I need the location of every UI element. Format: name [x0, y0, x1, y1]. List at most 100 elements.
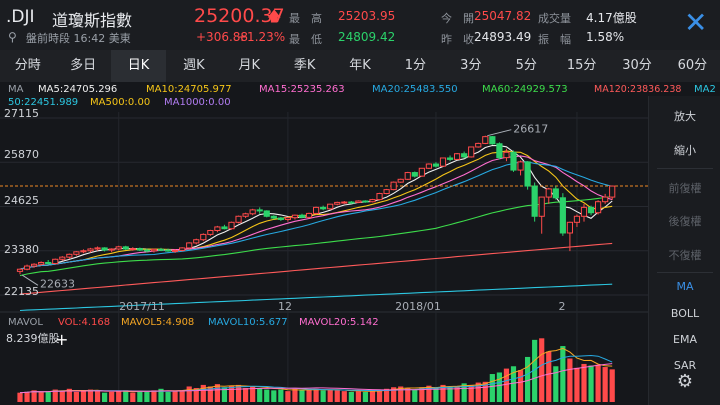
- mavol20-line: [19, 363, 613, 394]
- volume-bar: [299, 390, 305, 402]
- volume-bar: [489, 374, 495, 402]
- volume-bar: [116, 391, 122, 402]
- volume-bar: [278, 389, 284, 402]
- candle-body: [23, 265, 31, 270]
- tab-15min[interactable]: 15分: [566, 58, 597, 73]
- tab-30min[interactable]: 30分: [622, 58, 652, 73]
- side-panel: 放大 縮小 前復權 後復權 不復權 MA BOLL EMA SAR ⚙: [648, 96, 720, 405]
- volume-bar: [461, 383, 467, 402]
- session-status: 盤前時段 16:42 美東: [26, 32, 131, 45]
- volume-bar: [186, 386, 192, 402]
- candle-body: [418, 167, 425, 177]
- candle-body: [602, 196, 609, 203]
- volume-bar: [158, 388, 164, 402]
- candle-body: [517, 161, 524, 171]
- indicator-ma-button[interactable]: MA: [676, 280, 694, 293]
- ma-legend-title: MA: [8, 84, 24, 95]
- volume-bar: [581, 363, 587, 402]
- volume-bar: [433, 387, 439, 402]
- high-label: 最 高: [289, 12, 322, 25]
- forward-adjust-button[interactable]: 前復權: [668, 182, 702, 195]
- candlestick-chart[interactable]: 27115 25870 24625 23380 22135 2017/11 12 2018/0…: [0, 96, 648, 405]
- zoom-out-button[interactable]: 縮小: [674, 144, 696, 157]
- tab-daily-k[interactable]: 日K: [110, 50, 167, 82]
- candle-body: [214, 226, 221, 231]
- zoom-in-button[interactable]: 放大: [674, 110, 696, 123]
- ma60-legend: MA60:24929.573: [482, 84, 568, 95]
- volume-bar: [574, 367, 580, 402]
- volume-bar: [567, 358, 573, 402]
- volume-bar: [214, 384, 220, 402]
- volume-bar: [193, 388, 199, 402]
- search-icon[interactable]: ⚲: [8, 30, 17, 44]
- gear-icon[interactable]: ⚙: [676, 371, 694, 392]
- ma250-legend-a: MA2: [694, 84, 716, 95]
- candle-body: [552, 188, 559, 199]
- volume-max-label: 8.239億股: [6, 332, 60, 345]
- price-axis-label: 25870: [4, 148, 39, 161]
- volume-bar: [546, 351, 552, 402]
- tab-5min[interactable]: 5分: [515, 58, 537, 73]
- volume-bar: [588, 365, 594, 402]
- no-adjust-button[interactable]: 不復權: [668, 249, 702, 262]
- volume-bar: [440, 384, 446, 402]
- volume-bar: [482, 381, 488, 402]
- candle-body: [341, 201, 348, 204]
- tab-monthly-k[interactable]: 月K: [238, 58, 261, 73]
- candle-body: [242, 213, 249, 217]
- candle-body: [193, 239, 200, 244]
- mavol5-legend: MAVOL5:4.908: [121, 317, 195, 328]
- tab-multi-day[interactable]: 多日: [70, 58, 97, 73]
- crosshair-plus-icon[interactable]: +: [55, 330, 69, 349]
- candle-body: [489, 136, 496, 145]
- tab-1min[interactable]: 1分: [404, 58, 427, 73]
- close-icon[interactable]: ✕: [684, 6, 708, 39]
- candle-body: [510, 151, 517, 171]
- candle-body: [235, 215, 242, 223]
- volume-bar: [334, 390, 340, 402]
- indicator-sar-button[interactable]: SAR: [673, 359, 697, 369]
- volume-bar: [560, 346, 566, 402]
- volume-bar: [87, 389, 94, 402]
- tab-yearly-k[interactable]: 年K: [349, 58, 371, 73]
- max-marker-line: [487, 129, 512, 137]
- volume-bar: [109, 391, 115, 402]
- candle-body: [475, 142, 482, 148]
- candle-body: [327, 203, 334, 210]
- indicator-ema-button[interactable]: EMA: [673, 333, 697, 346]
- volume-bar: [52, 389, 58, 402]
- indicator-boll-button[interactable]: BOLL: [670, 307, 700, 320]
- tab-intraday[interactable]: 分時: [14, 58, 41, 73]
- candle-body: [157, 248, 165, 251]
- vol-legend-title: MAVOL: [8, 317, 43, 328]
- volume-bar: [496, 372, 502, 402]
- ma250-line: [19, 283, 613, 312]
- candle-body: [80, 250, 87, 253]
- volume-bar: [130, 392, 136, 402]
- tab-quarterly-k[interactable]: 季K: [293, 58, 316, 73]
- volume-bar: [257, 388, 263, 402]
- volume-bar: [123, 390, 129, 402]
- candle-body: [531, 185, 538, 217]
- volume-bar: [369, 390, 376, 402]
- volume-bar: [172, 391, 178, 402]
- candle-body: [587, 206, 595, 214]
- tab-60min[interactable]: 60分: [677, 58, 708, 73]
- volume-bar: [391, 387, 397, 402]
- ma60-line: [19, 195, 613, 277]
- candle-body: [348, 201, 355, 204]
- tab-3min[interactable]: 3分: [460, 58, 482, 73]
- volume-bar: [59, 391, 65, 402]
- volume-bar: [207, 386, 213, 402]
- tab-weekly-k[interactable]: 週K: [183, 58, 205, 73]
- candle-body: [390, 181, 397, 191]
- candle-body: [207, 229, 214, 235]
- candle-body: [461, 153, 468, 158]
- candle-body: [425, 163, 432, 169]
- price-axis-label: 27115: [4, 107, 39, 120]
- ma500-legend: MA500:0.00: [90, 97, 151, 108]
- backward-adjust-button[interactable]: 後復權: [668, 215, 702, 228]
- candle-body: [59, 256, 66, 260]
- candle-body: [129, 248, 136, 251]
- max-price-annotation: 26617: [513, 123, 548, 136]
